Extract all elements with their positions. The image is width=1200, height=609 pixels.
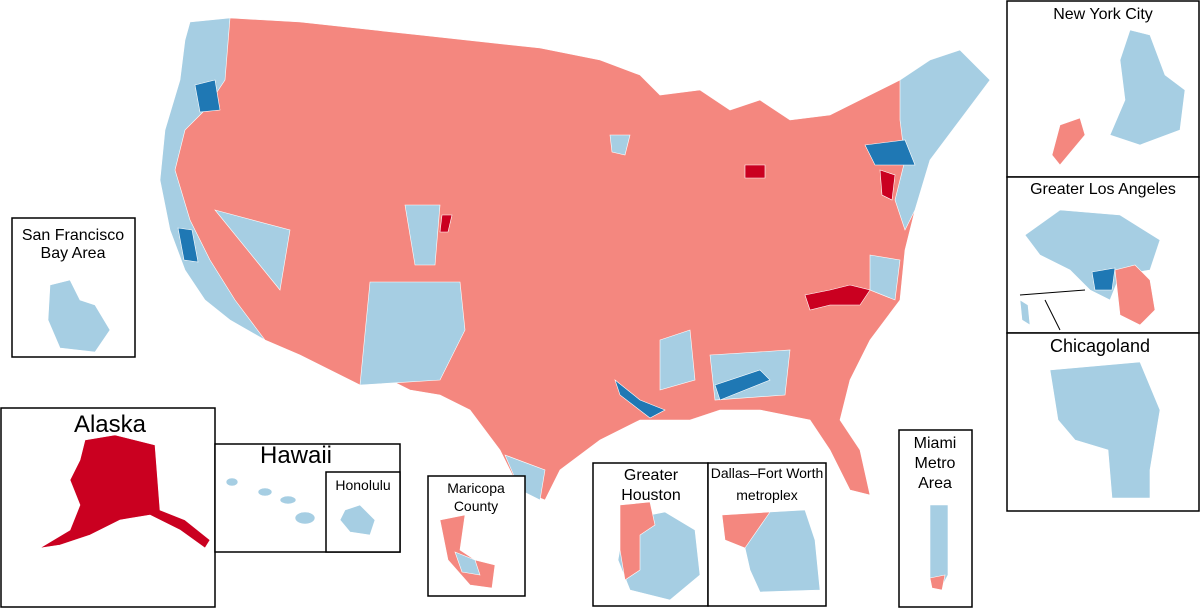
inset-shape [619,501,656,581]
inset-shape [1114,264,1156,326]
inset-shape [1109,29,1186,146]
inset-label: New York City [1053,6,1153,23]
contiguous-us [159,17,991,501]
inset-label: Houston [621,487,681,504]
inset-label: Alaska [74,411,147,438]
inset-label: Greater [624,467,679,484]
inset-label: Honolulu [335,477,390,493]
island [257,487,273,497]
new-mexico-colorado-districts [359,281,466,386]
mississippi-district [659,329,696,391]
inset-shape [1019,299,1031,326]
pennsylvania-red-district [879,169,896,201]
virginia-district [869,254,901,301]
hawaii-islands [225,477,316,525]
virginia-red-districts [804,284,871,311]
inset-label: Maricopa [447,480,505,496]
inset-label: Hawaii [260,442,332,469]
inset-label: Bay Area [41,245,106,262]
inset-label: San Francisco [22,227,124,244]
pennsylvania-district [864,139,916,166]
inset-label: Miami [914,435,957,452]
inset-shape [47,279,111,353]
mississippi-delta-districts [714,369,771,401]
inset-label: Area [918,475,952,492]
minnesota-district [609,134,631,156]
inset-label: metroplex [736,487,797,503]
louisiana-districts [614,379,666,419]
inset-shape [454,551,481,576]
inset-shape [929,504,949,591]
inset-label: County [454,498,498,514]
inset-shape [439,514,496,589]
inset-label: Chicagoland [1050,336,1150,356]
alaska-shape [39,434,211,549]
nevada-district [214,209,291,291]
island [279,495,297,505]
inset-label: Greater Los Angeles [1030,181,1176,198]
portland-district [194,79,221,113]
inset-shape [744,509,821,593]
inset-label: Dallas–Fort Worth [711,465,824,481]
inset-shape [929,574,946,591]
northeast-districts [894,49,991,231]
michigan-district [744,164,766,179]
inset-shape [339,504,376,536]
inset-label: Metro [915,455,956,472]
bay-area-district [177,227,199,263]
inset-leader [1019,289,1086,331]
island [294,511,316,525]
inset-shape [1091,267,1116,291]
inset-shape [1049,361,1161,499]
colorado-district [404,204,441,266]
inset-shape [1051,117,1086,166]
island [225,477,239,487]
colorado-red-district [439,214,453,233]
